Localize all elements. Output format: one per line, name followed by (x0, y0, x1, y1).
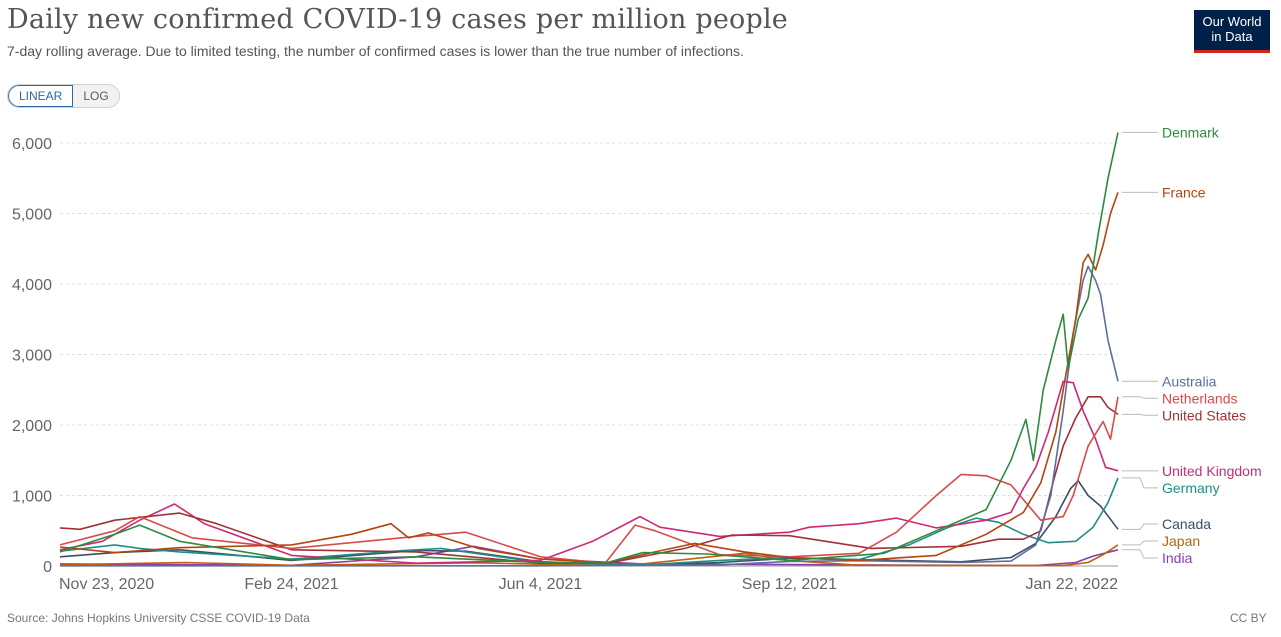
leader-line-germany (1122, 477, 1158, 489)
y-tick-label: 6,000 (12, 136, 52, 153)
logo-line-2: in Data (1211, 29, 1253, 44)
series-label-denmark: Denmark (1162, 124, 1220, 140)
y-tick-label: 4,000 (12, 277, 52, 294)
series-line-united-kingdom (59, 380, 1119, 564)
chart-title: Daily new confirmed COVID-19 cases per m… (7, 4, 788, 35)
series-label-united-kingdom: United Kingdom (1162, 463, 1262, 479)
scale-toggle: LINEAR LOG (7, 84, 120, 108)
chart-subtitle: 7-day rolling average. Due to limited te… (7, 43, 744, 59)
leader-line-netherlands (1122, 396, 1158, 399)
series-line-united-states (59, 396, 1119, 564)
x-tick-label: Jun 4, 2021 (499, 576, 583, 593)
series-line-france (59, 192, 1119, 564)
series-line-australia (60, 265, 1119, 567)
logo-line-1: Our World (1202, 14, 1262, 29)
series-line-denmark (59, 132, 1119, 564)
series-label-united-states: United States (1162, 407, 1246, 423)
series-label-india: India (1162, 550, 1193, 566)
linear-scale-button[interactable]: LINEAR (8, 85, 74, 107)
owid-logo[interactable]: Our World in Data (1194, 10, 1270, 53)
series-line-netherlands (59, 396, 1119, 564)
y-tick-label: 3,000 (12, 348, 52, 365)
log-scale-button[interactable]: LOG (73, 85, 119, 107)
series-label-netherlands: Netherlands (1162, 390, 1238, 406)
y-tick-label: 5,000 (12, 207, 52, 224)
leader-line-canada (1122, 523, 1158, 530)
y-tick-label: 2,000 (12, 418, 52, 435)
x-tick-label: Sep 12, 2021 (742, 576, 837, 593)
series-label-germany: Germany (1162, 480, 1220, 496)
source-note[interactable]: Source: Johns Hopkins University CSSE CO… (7, 611, 310, 625)
y-tick-label: 1,000 (12, 489, 52, 506)
series-label-france: France (1162, 184, 1206, 200)
leader-line-india (1122, 549, 1158, 559)
series-label-australia: Australia (1162, 373, 1217, 389)
x-tick-label: Feb 24, 2021 (244, 576, 338, 593)
leader-line-united-states (1122, 413, 1158, 416)
x-tick-label: Nov 23, 2020 (59, 576, 154, 593)
series-label-canada: Canada (1162, 516, 1211, 532)
x-tick-label: Jan 22, 2022 (1025, 576, 1118, 593)
y-tick-label: 0 (43, 559, 52, 576)
license-note[interactable]: CC BY (1230, 611, 1267, 625)
series-label-japan: Japan (1162, 533, 1200, 549)
leader-line-japan (1122, 540, 1158, 546)
